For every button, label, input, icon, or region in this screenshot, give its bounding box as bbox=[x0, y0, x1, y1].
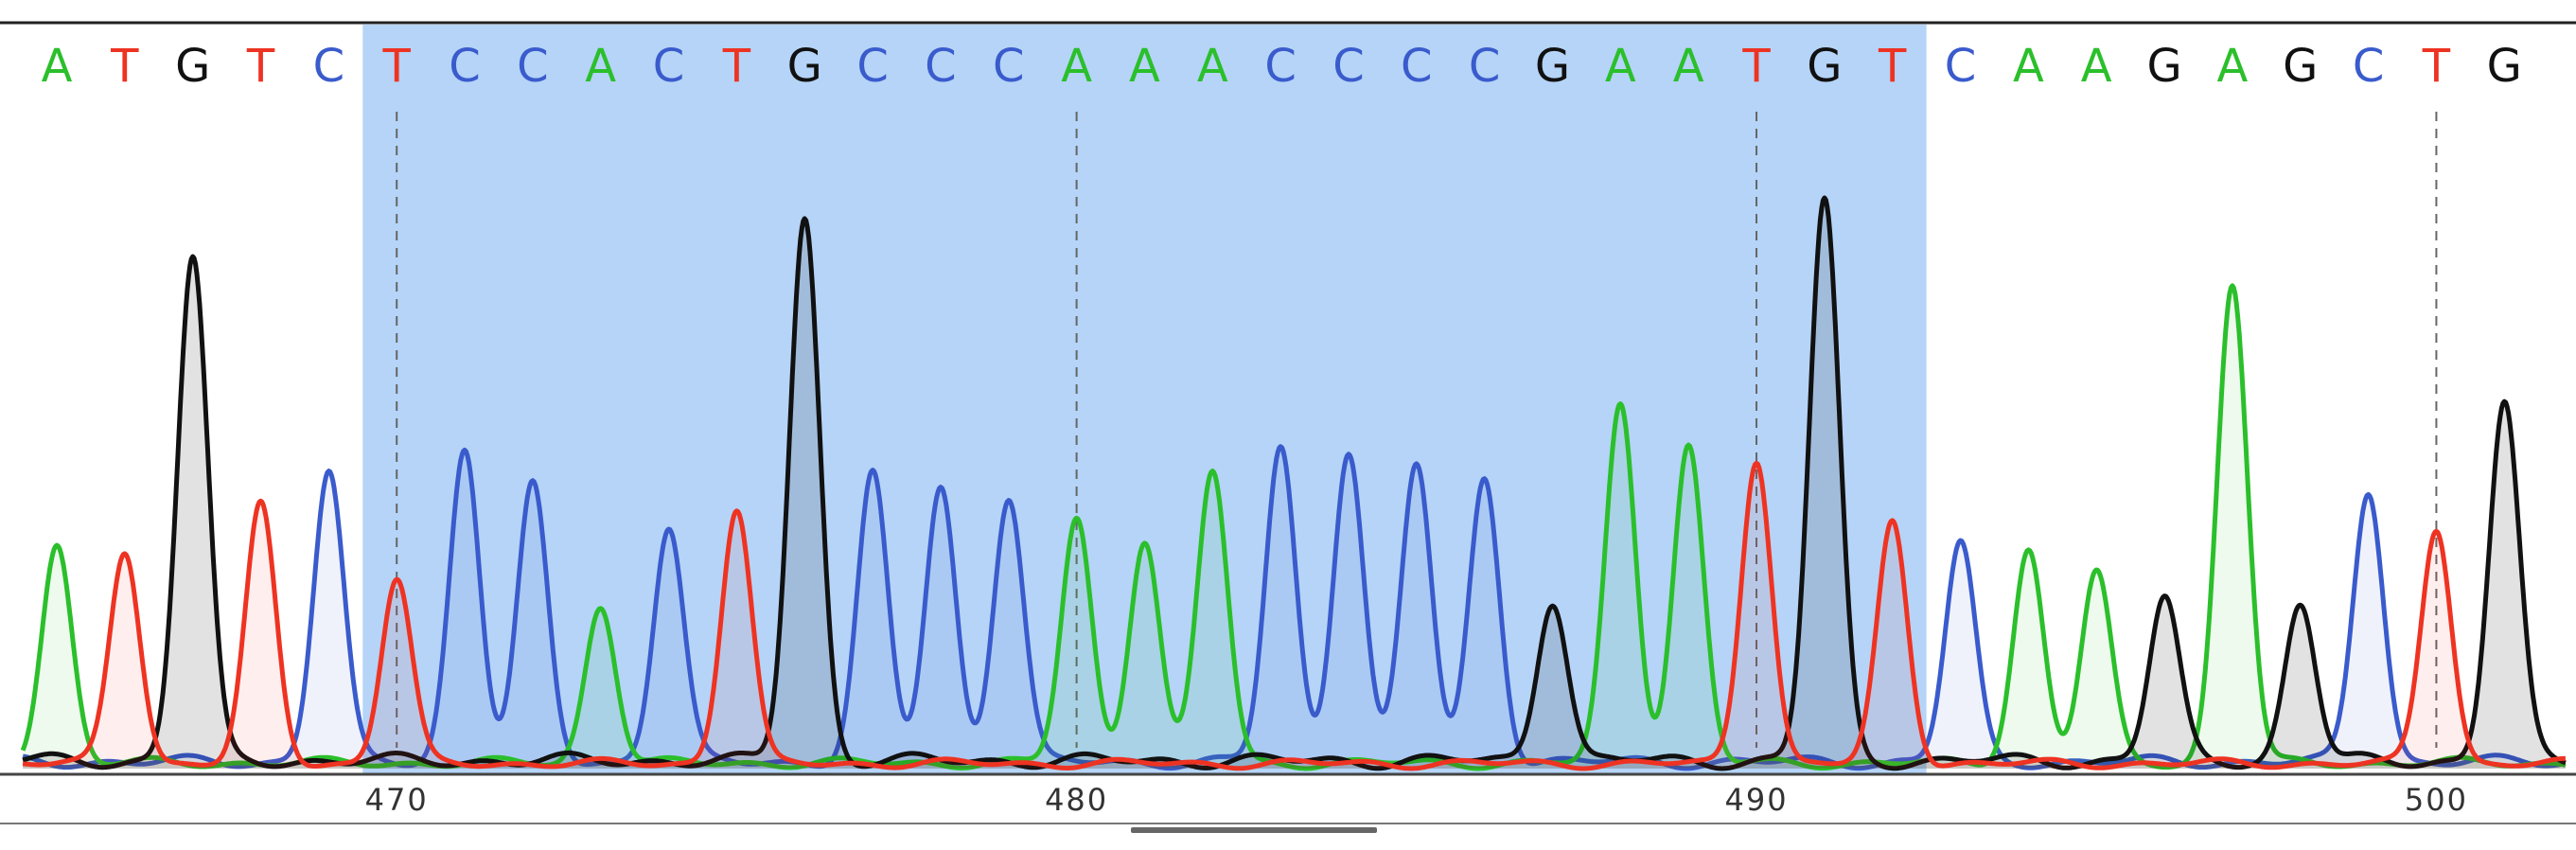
base-call-letter[interactable]: G bbox=[2146, 40, 2181, 93]
position-axis: 470 480 490 500 bbox=[365, 782, 2468, 818]
position-tick-label: 480 bbox=[1045, 782, 1108, 818]
base-call-letter[interactable]: C bbox=[653, 40, 685, 93]
base-call-letter[interactable]: T bbox=[382, 40, 412, 93]
trace-fill-T bbox=[23, 463, 2566, 769]
base-call-letter[interactable]: G bbox=[2283, 40, 2318, 93]
base-call-letter[interactable]: G bbox=[1535, 40, 1570, 93]
base-call-letter[interactable]: A bbox=[1129, 40, 1160, 93]
base-call-letter[interactable]: A bbox=[2216, 40, 2248, 93]
base-call-letter[interactable]: A bbox=[1673, 40, 1704, 93]
position-grid-lines bbox=[396, 112, 2438, 748]
base-call-letter[interactable]: A bbox=[2081, 40, 2112, 93]
base-call-letter[interactable]: C bbox=[449, 40, 481, 93]
base-call-letter[interactable]: T bbox=[1741, 40, 1771, 93]
base-call-letter[interactable]: T bbox=[1878, 40, 1907, 93]
base-call-letter[interactable]: T bbox=[2422, 40, 2451, 93]
base-call-letter[interactable]: T bbox=[722, 40, 751, 93]
base-call-letter[interactable]: G bbox=[2487, 40, 2522, 93]
base-call-letter[interactable]: A bbox=[1197, 40, 1228, 93]
trace-area bbox=[20, 195, 2567, 771]
horizontal-scrollbar-thumb[interactable] bbox=[1131, 827, 1377, 833]
base-call-letter[interactable]: C bbox=[856, 40, 889, 93]
base-call-letter[interactable]: C bbox=[1401, 40, 1433, 93]
trace-fill-G bbox=[23, 198, 2566, 769]
position-tick-label: 490 bbox=[1724, 782, 1788, 818]
trace-line-C bbox=[22, 444, 2567, 771]
base-call-letter[interactable]: T bbox=[246, 40, 275, 93]
base-call-letter[interactable]: C bbox=[993, 40, 1025, 93]
base-call-letter[interactable]: C bbox=[2353, 40, 2385, 93]
base-call-letter[interactable]: A bbox=[42, 40, 73, 93]
base-call-letter[interactable]: C bbox=[517, 40, 549, 93]
base-call-letter[interactable]: G bbox=[787, 40, 822, 93]
base-call-letter[interactable]: T bbox=[110, 40, 139, 93]
base-call-letter[interactable]: C bbox=[313, 40, 345, 93]
base-call-letter[interactable]: A bbox=[585, 40, 616, 93]
base-call-letter[interactable]: A bbox=[1605, 40, 1636, 93]
trace-fill-C bbox=[23, 446, 2566, 769]
base-call-letter[interactable]: C bbox=[1469, 40, 1501, 93]
base-call-letter[interactable]: C bbox=[1264, 40, 1297, 93]
base-call-letter[interactable]: A bbox=[1061, 40, 1092, 93]
base-call-letter[interactable]: G bbox=[175, 40, 210, 93]
trace-line-T bbox=[22, 460, 2567, 771]
position-tick-label: 500 bbox=[2405, 782, 2468, 818]
base-call-letter[interactable]: C bbox=[1332, 40, 1365, 93]
base-call-letter[interactable]: C bbox=[925, 40, 957, 93]
base-call-letter[interactable]: C bbox=[1945, 40, 1977, 93]
base-call-letter[interactable]: A bbox=[2013, 40, 2044, 93]
position-tick-label: 470 bbox=[365, 782, 429, 818]
base-call-letter[interactable]: G bbox=[1807, 40, 1842, 93]
